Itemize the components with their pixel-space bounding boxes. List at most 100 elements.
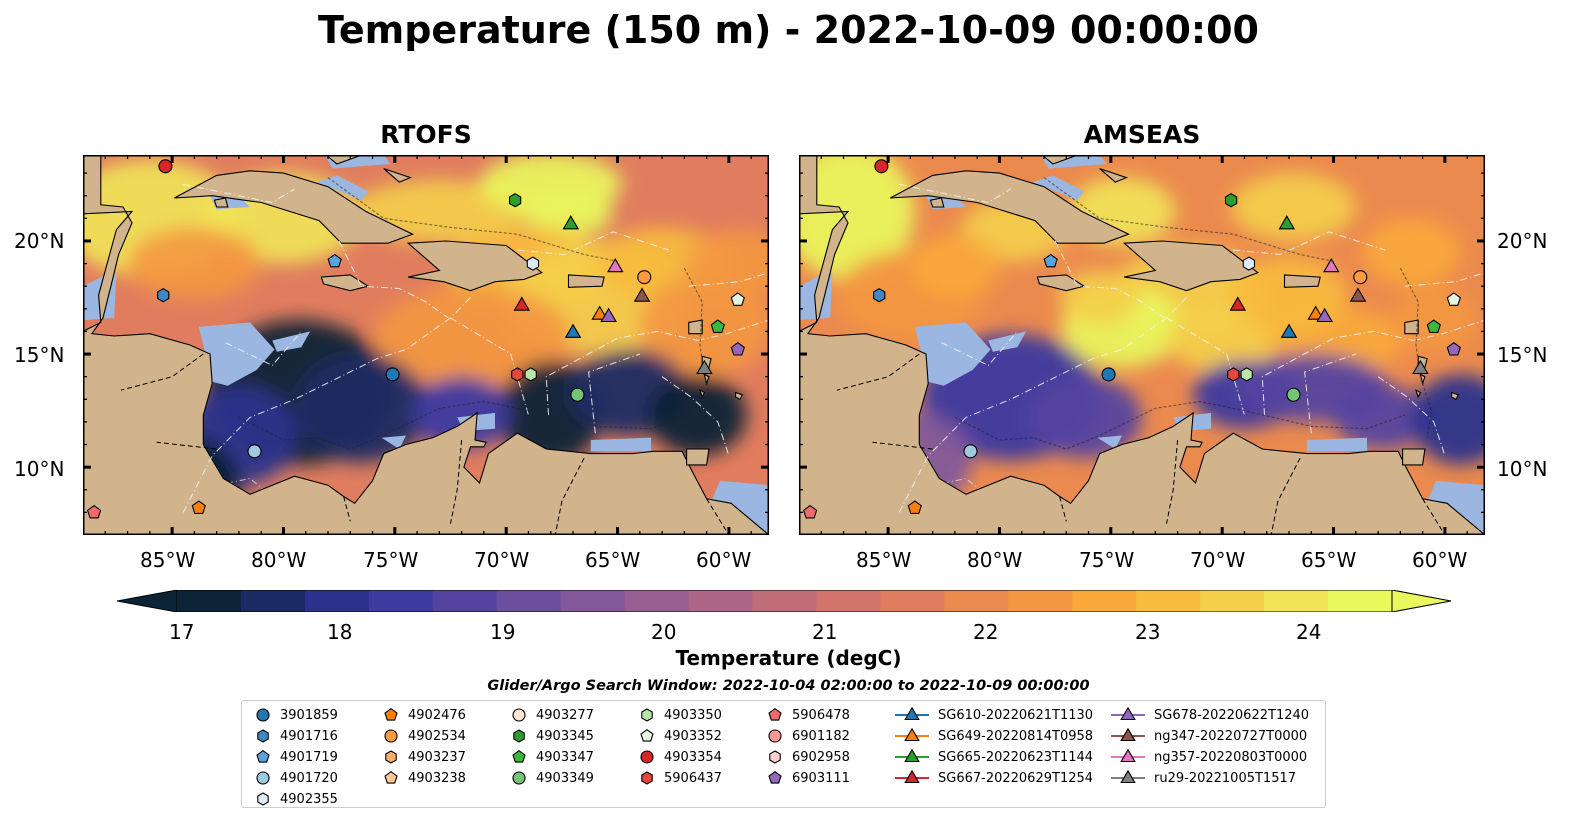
legend-swatch (384, 771, 398, 784)
colorbar-band (304, 590, 370, 612)
legend-label: 4901720 (280, 770, 338, 786)
x-tick-right-panel: 75°W (1079, 548, 1135, 572)
colorbar-tick-label: 17 (169, 620, 195, 644)
platform-marker-4901716 (157, 288, 170, 303)
country-border (1059, 496, 1067, 522)
land-stvincent (1415, 389, 1422, 399)
land-barbados (735, 391, 744, 401)
eez-boundary (183, 183, 295, 204)
legend-label: 4903350 (664, 707, 722, 723)
legend-label: 4901719 (280, 749, 338, 765)
platform-marker-4903345 (508, 193, 522, 208)
colorbar-tick-label: 24 (1296, 620, 1322, 644)
legend-item: 4903352 (638, 726, 722, 746)
legend-swatch (640, 750, 654, 764)
platform-marker-SG610-20220621T1130 (1280, 323, 1298, 338)
land-trinidad (686, 448, 710, 466)
legend-item: 4903277 (510, 705, 594, 725)
land-stvincent (699, 389, 706, 399)
legend-item: 4903347 (510, 747, 594, 767)
legend-label: 4903345 (536, 728, 594, 744)
shallow-shelf (914, 322, 991, 386)
bathymetry-contour (1043, 177, 1334, 262)
colorbar-band (1072, 590, 1137, 612)
country-border (836, 353, 920, 391)
platform-marker-4901716 (873, 288, 886, 303)
warm-anomaly (910, 234, 1000, 298)
legend-swatch (1111, 727, 1145, 742)
warm-anomaly (1362, 218, 1461, 287)
legend-swatch (256, 771, 270, 785)
land-orinoco (1333, 478, 1423, 535)
legend-marker (1120, 748, 1136, 763)
legend-swatch (384, 708, 398, 721)
legend-item: 4901720 (254, 768, 338, 788)
warm-anomaly (127, 227, 262, 300)
land-cuba_isla (213, 197, 229, 208)
eez-boundary (898, 294, 1190, 513)
legend-swatch (640, 729, 654, 742)
legend-marker (513, 729, 525, 743)
eez-boundary (688, 272, 769, 287)
legend-item: 4903349 (510, 768, 594, 788)
land-centralAm (799, 155, 1485, 535)
legend-item: SG667-20220629T1254 (894, 768, 1093, 788)
x-tick-left-panel: 70°W (474, 548, 530, 572)
eez-boundary (450, 317, 529, 416)
platform-marker-4902355 (526, 256, 540, 271)
land-hispaniola (1122, 240, 1259, 292)
legend-item: 3901859 (254, 705, 338, 725)
shallow-shelf (198, 322, 275, 386)
colorbar-label: Temperature (degC) (675, 646, 902, 670)
map-rtofs (83, 155, 769, 535)
legend-swatch (895, 727, 929, 742)
colorbar-band (1328, 590, 1393, 612)
panel-title-rtofs: RTOFS (380, 120, 472, 149)
country-border (872, 441, 933, 450)
platform-marker-4903347 (710, 319, 725, 333)
legend-label: 3901859 (280, 707, 338, 723)
platform-marker-4902476 (907, 500, 922, 514)
x-tick-right-panel: 65°W (1301, 548, 1357, 572)
shallow-shelf (272, 331, 311, 352)
legend-marker (385, 750, 397, 764)
legend-label: 4901716 (280, 728, 338, 744)
legend-swatch (768, 771, 782, 784)
legend-label: 4902355 (280, 791, 338, 807)
x-tick-left-panel: 80°W (251, 548, 307, 572)
eez-boundary (1261, 330, 1414, 416)
platform-marker-4903350 (524, 367, 537, 382)
panel-title-amseas: AMSEAS (1083, 120, 1201, 149)
land-cuba_isla (929, 197, 945, 208)
colorbar-band (816, 590, 881, 612)
platform-marker-5906478 (802, 504, 818, 519)
legend-swatch (512, 750, 526, 763)
legend-swatch (895, 748, 929, 763)
eez-boundary (1377, 376, 1446, 456)
legend-item: 4903345 (510, 726, 594, 746)
legend-marker (257, 729, 269, 743)
legend-marker (768, 708, 782, 721)
country-border (1270, 457, 1301, 535)
land-bahamas1 (325, 155, 364, 165)
legend-swatch (895, 706, 929, 721)
country-border (706, 498, 730, 535)
eez-boundary (1054, 240, 1165, 319)
legend-label: 4902534 (408, 728, 466, 744)
country-border (554, 457, 585, 535)
legend-marker (904, 769, 920, 784)
legend-label: 4903347 (536, 749, 594, 765)
legend-marker (512, 750, 526, 763)
y-tick-right: 10°N (1497, 457, 1548, 481)
legend-label: ru29-20221005T1517 (1154, 770, 1297, 786)
platform-marker-5906437 (1227, 367, 1240, 382)
platform-marker-SG678-20220622T1240 (1316, 307, 1333, 323)
platform-marker-SG667-20220629T1254 (513, 296, 531, 311)
bathymetry-contour (327, 177, 618, 262)
legend-item: 4902355 (254, 789, 338, 809)
bathymetry-contour (238, 400, 690, 450)
legend-item: ru29-20221005T1517 (1110, 768, 1296, 788)
x-tick-left-panel: 75°W (363, 548, 419, 572)
platform-marker-ng357-20220803T0000 (1323, 258, 1340, 273)
colorbar-band (368, 590, 434, 612)
